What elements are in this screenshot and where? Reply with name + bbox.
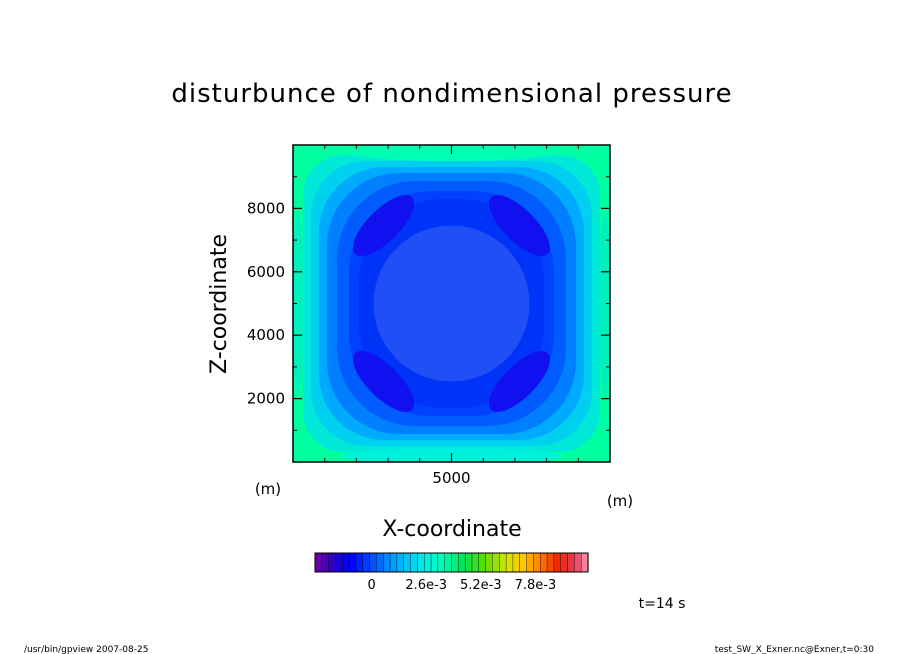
colorbar-cell bbox=[464, 552, 473, 573]
colorbar-cell bbox=[424, 552, 432, 573]
colorbar-cell bbox=[430, 552, 439, 573]
colorbar-cell bbox=[342, 552, 350, 573]
colorbar-cell bbox=[540, 552, 548, 573]
contour-center bbox=[373, 225, 530, 382]
colorbar-cell bbox=[533, 552, 541, 573]
colorbar-cell bbox=[492, 552, 500, 573]
colorbar-cell bbox=[437, 552, 446, 573]
colorbar-frame bbox=[314, 552, 589, 573]
colorbar-tick-label: 7.8e-3 bbox=[515, 578, 557, 593]
colorbar-cell bbox=[519, 552, 528, 573]
colorbar-cell bbox=[505, 552, 514, 573]
colorbar-cell bbox=[335, 552, 343, 573]
colorbar-cell bbox=[362, 552, 371, 573]
colorbar-cell bbox=[574, 552, 582, 573]
colorbar-cell bbox=[369, 552, 378, 573]
colorbar-cell bbox=[376, 552, 384, 573]
colorbar-cell bbox=[478, 552, 487, 573]
y-tick-label: 6000 bbox=[247, 263, 285, 281]
y-tick-label: 4000 bbox=[247, 326, 285, 344]
contour-lobe bbox=[353, 351, 414, 412]
colorbar-cell bbox=[444, 552, 453, 573]
chart-title: disturbunce of nondimensional pressure bbox=[171, 79, 732, 109]
colorbar bbox=[314, 552, 589, 573]
colorbar-cell bbox=[458, 552, 466, 573]
contour-lobe bbox=[489, 351, 550, 412]
colorbar-cell bbox=[355, 552, 364, 573]
y-axis-label: Z-coordinate bbox=[207, 234, 232, 374]
colorbar-cell bbox=[314, 552, 323, 573]
footer-right: test_SW_X_Exner.nc@Exner,t=0:30 bbox=[715, 645, 875, 654]
colorbar-cell bbox=[512, 552, 521, 573]
y-tick-label: 2000 bbox=[247, 390, 285, 408]
time-label: t=14 s bbox=[639, 596, 686, 612]
y-tick-label: 8000 bbox=[247, 199, 285, 217]
colorbar-cell bbox=[560, 552, 569, 573]
colorbar-cell bbox=[396, 552, 405, 573]
colorbar-cell bbox=[471, 552, 480, 573]
colorbar-cell bbox=[451, 552, 459, 573]
colorbar-cell bbox=[410, 552, 418, 573]
colorbar-cell bbox=[328, 552, 337, 573]
colorbar-cell bbox=[389, 552, 398, 573]
colorbar-tick-labels: 0 2.6e-3 5.2e-3 7.8e-3 bbox=[367, 578, 556, 593]
footer-left: /usr/bin/gpview 2007-08-25 bbox=[24, 645, 148, 654]
contour-lobe bbox=[353, 195, 414, 256]
contour-edge bbox=[293, 213, 304, 394]
colorbar-cell bbox=[417, 552, 425, 573]
colorbar-cell bbox=[348, 552, 357, 573]
colorbar-tick-label: 2.6e-3 bbox=[405, 578, 447, 593]
colorbar-cell bbox=[546, 552, 555, 573]
colorbar-cell bbox=[580, 552, 589, 573]
colorbar-cell bbox=[526, 552, 535, 573]
y-unit-label: (m) bbox=[255, 480, 281, 498]
x-axis-label: X-coordinate bbox=[382, 517, 521, 542]
contour-lobe bbox=[489, 195, 550, 256]
axis-ticks: 2000 4000 6000 8000 5000 bbox=[247, 145, 610, 487]
colorbar-cell bbox=[499, 552, 507, 573]
colorbar-tick-label: 5.2e-3 bbox=[460, 578, 502, 593]
colorbar-tick-label: 0 bbox=[367, 578, 375, 593]
x-tick-label: 5000 bbox=[432, 469, 470, 487]
x-unit-label: (m) bbox=[607, 492, 633, 510]
colorbar-cell bbox=[403, 552, 412, 573]
contour-edge bbox=[599, 213, 610, 394]
colorbar-cell bbox=[485, 552, 494, 573]
colorbar-cell bbox=[383, 552, 391, 573]
colorbar-cell bbox=[321, 552, 330, 573]
contour-field bbox=[293, 145, 610, 462]
colorbar-cell bbox=[567, 552, 575, 573]
colorbar-cell bbox=[553, 552, 562, 573]
